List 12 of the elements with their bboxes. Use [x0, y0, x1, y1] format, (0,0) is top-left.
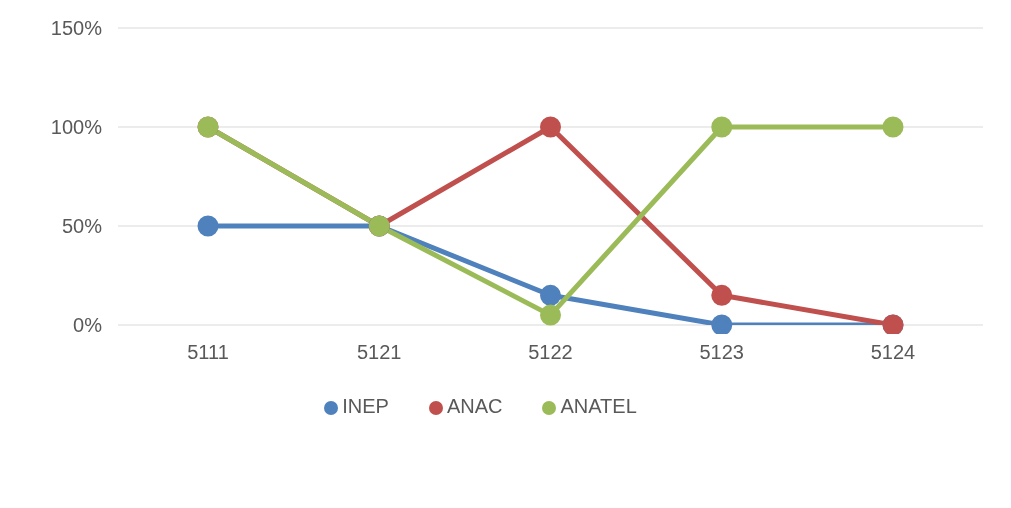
legend-label: ANATEL	[560, 395, 637, 417]
y-tick-label: 100%	[50, 116, 103, 139]
x-tick-label: 5111	[187, 341, 229, 364]
x-tick-label: 5121	[357, 341, 402, 364]
x-tick-label: 5124	[870, 341, 916, 364]
y-tick-label: 150%	[50, 17, 103, 40]
y-tick-label: 0%	[73, 314, 103, 337]
x-tick-label: 5123	[699, 341, 744, 364]
y-tick-label: 50%	[61, 215, 103, 238]
legend-label: ANAC	[446, 395, 503, 417]
legend-label: INEP	[342, 395, 389, 417]
x-tick-label: 5122	[528, 341, 573, 364]
